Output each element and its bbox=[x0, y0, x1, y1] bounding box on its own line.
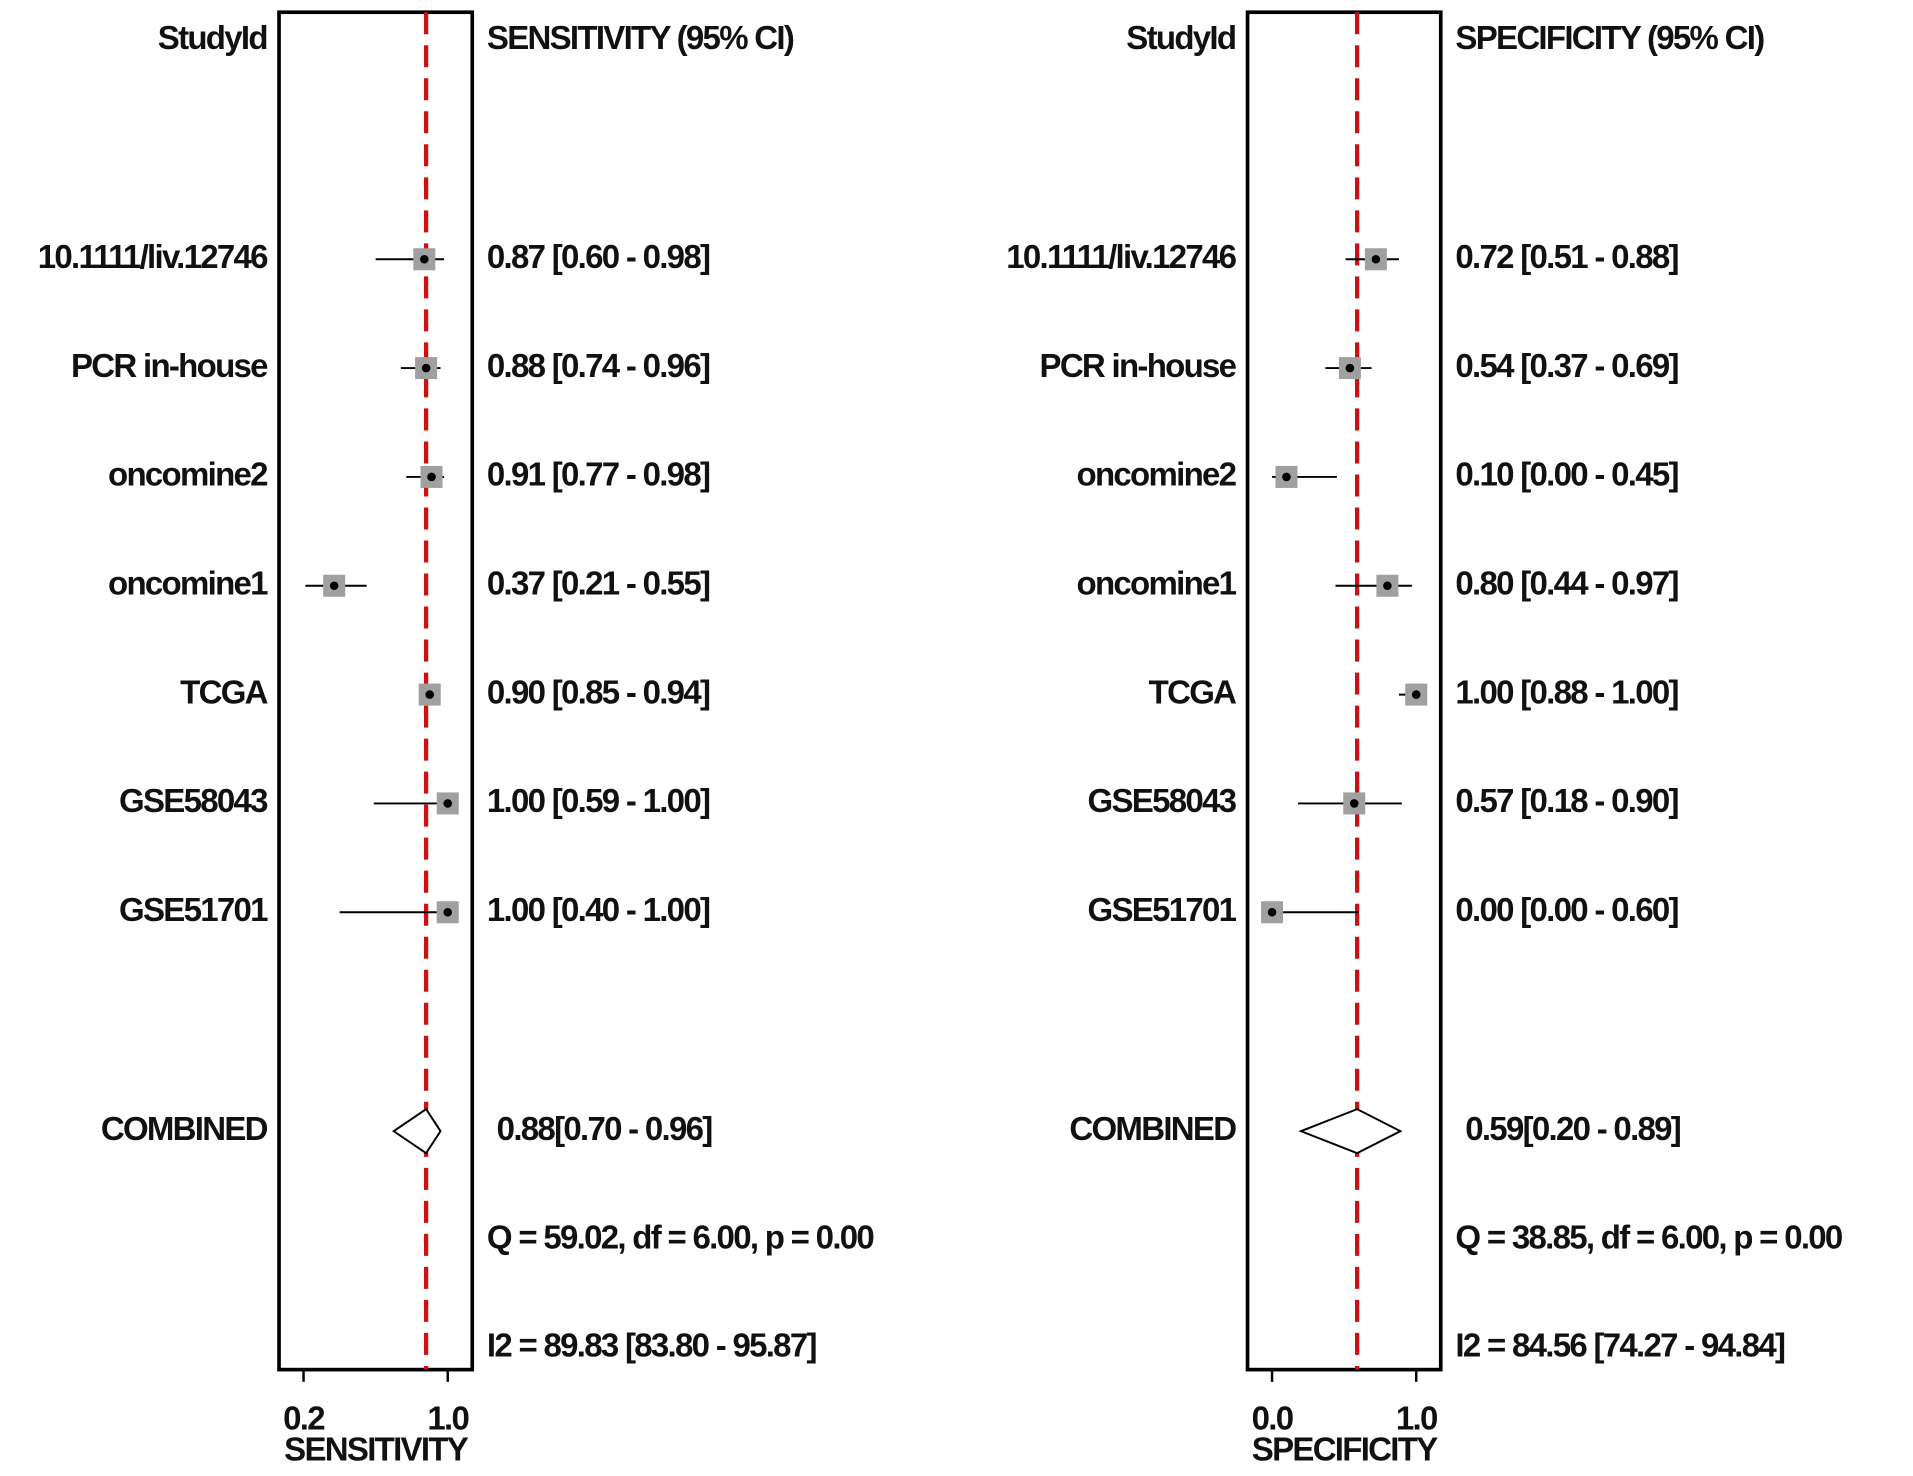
estimate-dot bbox=[1383, 581, 1392, 591]
value-label: 1.00 [0.88 - 1.00] bbox=[1455, 673, 1678, 710]
x-tick-label: 1.0 bbox=[1396, 1400, 1437, 1437]
value-label: 0.80 [0.44 - 0.97] bbox=[1455, 564, 1678, 601]
estimate-dot bbox=[1267, 907, 1277, 917]
study-label: GSE58043 bbox=[119, 782, 268, 819]
estimate-dot bbox=[443, 799, 453, 808]
value-label: 0.54 [0.37 - 0.69] bbox=[1455, 347, 1678, 384]
estimate-dot bbox=[425, 690, 434, 699]
x-axis-label: SPECIFICITY bbox=[1252, 1430, 1438, 1467]
study-header: StudyId bbox=[1126, 19, 1235, 56]
study-label: 10.1111/liv.12746 bbox=[1006, 238, 1236, 275]
value-label: 0.91 [0.77 - 0.98] bbox=[487, 456, 710, 493]
estimate-dot bbox=[421, 363, 431, 373]
study-label: oncomine1 bbox=[108, 564, 268, 601]
value-label: 0.10 [0.00 - 0.45] bbox=[1455, 456, 1678, 493]
estimate-header: SENSITIVITY (95% CI) bbox=[487, 19, 794, 56]
estimate-dot bbox=[427, 472, 436, 482]
estimate-dot bbox=[1411, 690, 1421, 699]
i2: I2 = 89.83 [83.80 - 95.87] bbox=[487, 1326, 817, 1363]
x-tick-label: 0.2 bbox=[283, 1400, 325, 1437]
combined-label: COMBINED bbox=[101, 1110, 268, 1147]
study-label: GSE58043 bbox=[1088, 782, 1237, 819]
value-label: 0.88 [0.74 - 0.96] bbox=[487, 347, 710, 384]
study-label: PCR in-house bbox=[71, 347, 268, 384]
estimate-header: SPECIFICITY (95% CI) bbox=[1455, 19, 1764, 56]
estimate-dot bbox=[1345, 363, 1355, 373]
estimate-dot bbox=[443, 907, 453, 917]
heterogeneity: Q = 38.85, df = 6.00, p = 0.00 bbox=[1455, 1219, 1842, 1256]
value-label: 0.72 [0.51 - 0.88] bbox=[1455, 238, 1678, 275]
plot-frame bbox=[277, 10, 475, 1372]
value-label: 1.00 [0.40 - 1.00] bbox=[487, 891, 710, 928]
estimate-dot bbox=[329, 581, 339, 591]
study-label: oncomine1 bbox=[1077, 564, 1237, 601]
i2: I2 = 84.56 [74.27 - 94.84] bbox=[1455, 1326, 1785, 1363]
value-label: 0.87 [0.60 - 0.98] bbox=[487, 238, 710, 275]
study-label: GSE51701 bbox=[1088, 891, 1237, 928]
study-label: PCR in-house bbox=[1040, 347, 1237, 384]
x-tick-label: 0.0 bbox=[1252, 1400, 1293, 1437]
value-label: 0.37 [0.21 - 0.55] bbox=[487, 564, 710, 601]
estimate-dot bbox=[1282, 472, 1291, 482]
study-label: 10.1111/liv.12746 bbox=[38, 238, 268, 275]
value-label: 0.57 [0.18 - 0.90] bbox=[1455, 782, 1678, 819]
heterogeneity: Q = 59.02, df = 6.00, p = 0.00 bbox=[487, 1219, 874, 1256]
value-label: 0.90 [0.85 - 0.94] bbox=[487, 673, 710, 710]
study-label: TCGA bbox=[180, 673, 268, 710]
x-tick-label: 1.0 bbox=[427, 1400, 468, 1437]
study-label: oncomine2 bbox=[108, 456, 268, 493]
estimate-dot bbox=[420, 254, 429, 264]
study-label: TCGA bbox=[1149, 673, 1237, 710]
plot-frame bbox=[1245, 10, 1443, 1372]
study-header: StudyId bbox=[158, 19, 267, 56]
estimate-dot bbox=[1371, 254, 1381, 264]
combined-value-label: 0.59[0.20 - 0.89] bbox=[1465, 1110, 1681, 1147]
combined-label: COMBINED bbox=[1069, 1110, 1236, 1147]
value-label: 0.00 [0.00 - 0.60] bbox=[1455, 891, 1678, 928]
combined-value-label: 0.88[0.70 - 0.96] bbox=[497, 1110, 713, 1147]
estimate-dot bbox=[1349, 799, 1359, 808]
combined-diamond bbox=[1298, 1108, 1403, 1155]
study-label: oncomine2 bbox=[1077, 456, 1237, 493]
x-axis-label: SENSITIVITY bbox=[284, 1430, 469, 1467]
value-label: 1.00 [0.59 - 1.00] bbox=[487, 782, 710, 819]
study-label: GSE51701 bbox=[119, 891, 268, 928]
combined-diamond bbox=[391, 1107, 442, 1155]
